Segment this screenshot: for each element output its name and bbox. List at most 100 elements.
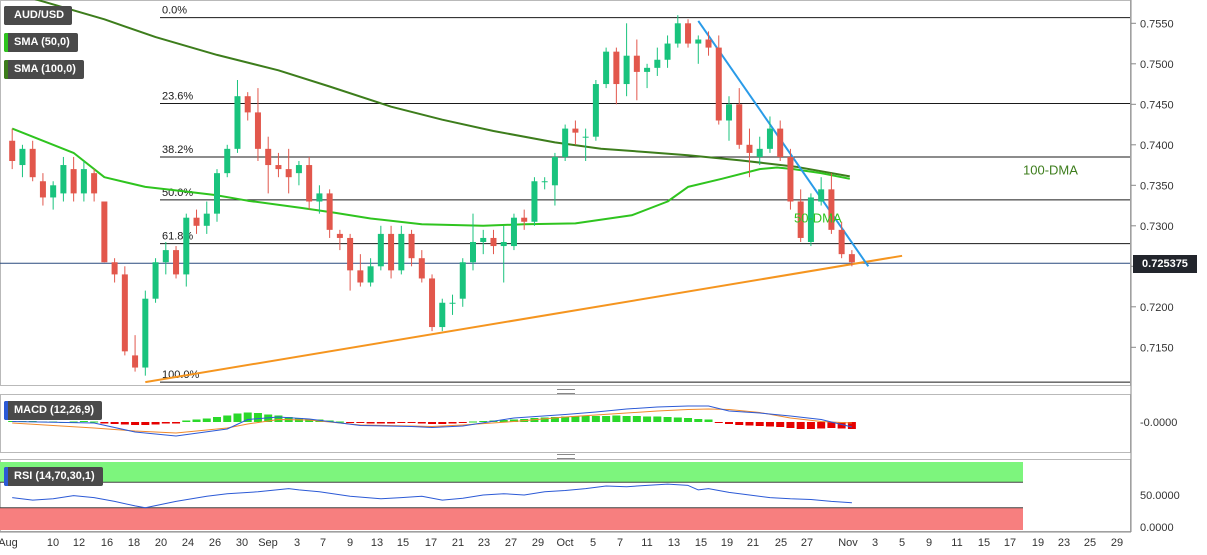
rsi-tick-label: 0.0000 [1140,522,1174,534]
macd-main-line [12,405,853,437]
candle-body [101,201,108,263]
candle-body [111,262,118,275]
macd-histogram-bar [161,422,170,424]
macd-histogram-bar [540,417,549,422]
macd-histogram-bar [847,422,856,429]
time-tick-label: 25 [775,537,787,549]
candle-body [674,23,681,44]
candle-body [644,67,651,72]
candle-body [152,262,159,299]
candle-body [336,233,343,238]
macd-histogram-bar [120,422,129,425]
fib-level-label: 0.0% [162,5,187,17]
macd-label: MACD (12,26,9) [14,404,95,416]
macd-histogram-bar [79,421,88,422]
time-tick-label: 18 [128,537,140,549]
pane-splitter-macd[interactable] [557,389,575,394]
rsi-color-accent [4,467,8,486]
macd-histogram-bar [141,422,150,425]
candle-body [265,148,272,166]
macd-histogram-bar [673,417,682,422]
candle-body [142,298,149,368]
candle-body [541,181,548,183]
time-tick-label: 27 [801,537,813,549]
symbol-label: AUD/USD [14,9,65,21]
time-tick-label: 23 [478,537,490,549]
candle-body [244,96,251,113]
macd-histogram-bar [765,422,774,427]
candle-body [797,201,804,238]
rsi-overbought-zone [0,462,1023,483]
macd-histogram-bar [796,422,805,429]
macd-histogram-bar [172,422,181,424]
time-tick-label: 17 [1004,537,1016,549]
time-tick-label: 11 [951,537,962,549]
candle-body [592,84,599,137]
candle-body [162,250,169,263]
sma100-line [34,0,850,178]
time-tick-label: 7 [617,537,623,549]
candle-body [603,51,610,85]
time-tick-label: Sep [258,537,278,549]
macd-histogram-bar [448,422,457,424]
annotation-100dma: 100-DMA [1023,163,1078,178]
candle-body [9,140,16,161]
rsi-tag[interactable]: RSI (14,70,30,1) [4,467,103,486]
candle-body [521,217,528,222]
macd-histogram-bar [643,416,652,422]
candle-body [531,181,538,222]
macd-histogram-bar [602,416,611,422]
macd-histogram-bar [407,422,416,423]
time-tick-label: 24 [182,537,194,549]
rsi-line [12,483,852,509]
time-tick-label: 13 [668,537,680,549]
sma100-label: SMA (100,0) [14,63,76,75]
price-tick-label: 0.7200 [1140,302,1174,314]
macd-histogram-bar [827,422,836,428]
candle-body [295,165,302,174]
macd-histogram-bar [776,422,785,427]
candle-body [623,55,630,85]
macd-color-accent [4,401,8,420]
candle-body [470,242,476,263]
candle-body [214,173,220,214]
macd-histogram-bar [458,422,467,423]
macd-histogram-bar [110,422,119,424]
macd-histogram-bar [499,420,508,422]
macd-histogram-bar [745,422,754,426]
macd-tick-label: -0.0000 [1140,417,1177,429]
price-tick-label: 0.7350 [1140,180,1174,192]
candle-body [173,250,180,275]
time-tick-label: 23 [1058,537,1070,549]
time-tick-label: 21 [747,537,759,549]
candle-body [439,302,446,328]
candle-body [306,165,313,202]
sma100-tag[interactable]: SMA (100,0) [4,60,84,79]
macd-histogram-bar [366,422,375,424]
candle-body [19,148,26,166]
fib-level-label: 23.6% [162,90,193,102]
candle-body [429,278,436,328]
pane-splitter-rsi[interactable] [557,454,575,459]
macd-histogram-bar [397,422,406,423]
candle-body [613,51,620,85]
macd-histogram-bar [223,415,232,422]
time-tick-label: 16 [101,537,113,549]
candle-body [807,197,814,242]
rsi-tick-label: 50.0000 [1140,490,1180,502]
sma50-tag[interactable]: SMA (50,0) [4,33,78,52]
macd-histogram-bar [704,419,713,422]
candle-body [357,270,364,283]
symbol-tag[interactable]: AUD/USD [4,6,73,25]
time-tick-label: 26 [209,537,221,549]
candle-body [183,217,190,275]
time-tick-label: 30 [236,537,248,549]
candle-body [203,213,210,226]
macd-tag[interactable]: MACD (12,26,9) [4,401,103,420]
candle-body [664,43,671,60]
candle-body [254,112,261,149]
candle-body [787,156,794,202]
candle-body [848,254,855,263]
price-tick-label: 0.7550 [1140,18,1174,30]
candle-body [777,128,784,157]
